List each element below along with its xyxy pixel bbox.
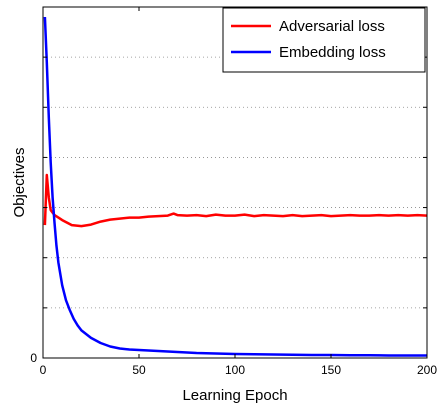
axis-ticks: 0 50 100 150 200 0 xyxy=(30,7,437,377)
series-lines xyxy=(43,16,428,357)
legend-label-adversarial-loss: Adversarial loss xyxy=(279,18,385,35)
y-axis-label: Objectives xyxy=(11,147,28,217)
legend-box xyxy=(222,7,426,73)
x-tick-label: 150 xyxy=(321,363,341,377)
series-line-embedding-loss xyxy=(43,16,427,357)
grid-lines xyxy=(43,56,427,309)
y-tick-label: 0 xyxy=(30,351,37,365)
series-line-adversarial-loss xyxy=(43,173,428,228)
x-tick-label: 200 xyxy=(417,363,437,377)
legend-label-embedding-loss: Embedding loss xyxy=(279,44,386,61)
x-tick-label: 50 xyxy=(132,363,146,377)
legend: Adversarial loss Embedding loss xyxy=(222,7,426,73)
x-axis-label: Learning Epoch xyxy=(182,387,287,404)
x-tick-label: 100 xyxy=(225,363,245,377)
x-tick-label: 0 xyxy=(40,363,47,377)
